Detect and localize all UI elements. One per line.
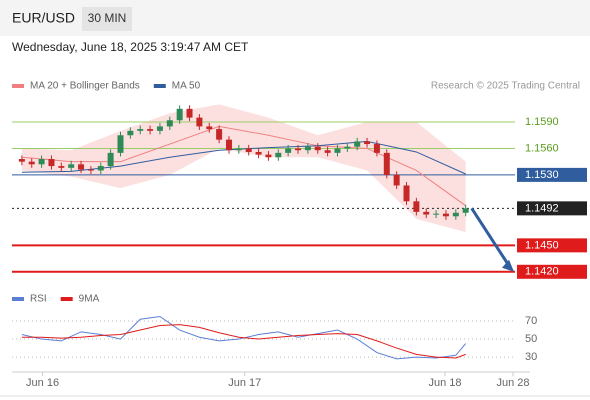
candle-body: [147, 129, 154, 131]
candle-body: [462, 208, 469, 213]
x-tick-label: Jun 28: [497, 377, 530, 389]
level-label-box: [517, 167, 587, 182]
legend-label: MA 50: [172, 81, 201, 92]
candle-body: [186, 108, 193, 118]
candle-body: [78, 164, 85, 170]
line: [21, 324, 466, 359]
x-tick-label: Jun 18: [428, 377, 461, 389]
candle-body: [28, 161, 35, 165]
level-label-box: [517, 264, 587, 279]
level-label-box: [517, 238, 587, 253]
candle-body: [225, 139, 232, 151]
candle-body: [354, 141, 361, 147]
candle-body: [314, 146, 321, 151]
candle-body: [38, 159, 45, 165]
legend-swatch: [153, 84, 166, 88]
interval: 30 MIN: [88, 11, 127, 25]
candle-body: [216, 129, 223, 140]
line: [21, 315, 467, 360]
legend-swatch: [12, 84, 24, 88]
candle-body: [403, 185, 410, 202]
candle-body: [423, 211, 430, 215]
candle-body: [97, 166, 104, 171]
timestamp: Wednesday, June 18, 2025 3:19:47 AM CET: [12, 40, 249, 54]
candle-body: [196, 117, 203, 127]
candle-body: [166, 120, 173, 127]
candle-body: [235, 148, 242, 151]
candle-body: [18, 159, 25, 162]
candle-body: [442, 213, 449, 217]
ma-line: [21, 125, 466, 207]
candle-body: [275, 152, 282, 158]
interval-badge: [82, 7, 132, 31]
candle-body: [68, 164, 75, 168]
candle-body: [245, 148, 252, 152]
source: Research © 2025 Trading Central: [431, 81, 580, 92]
legend-swatch: [12, 297, 24, 301]
candle-body: [255, 151, 262, 155]
candle-body: [87, 169, 94, 171]
candle-body: [364, 141, 371, 145]
candle-body: [344, 146, 351, 149]
level-label-box: [517, 201, 587, 216]
candle-body: [393, 174, 400, 186]
candle-body: [137, 129, 144, 131]
x-tick-label: Jun 16: [26, 377, 59, 389]
candle-body: [48, 159, 55, 167]
candle-body: [334, 148, 341, 153]
candle-body: [373, 144, 380, 153]
y-tick-label: 30: [525, 351, 537, 363]
candle-body: [107, 152, 114, 167]
forecast-arrow: [470, 207, 511, 267]
level-label: 1.1530: [525, 169, 559, 181]
candle-body: [324, 150, 331, 153]
level-label: 1.1560: [525, 142, 559, 154]
bollinger-band: [21, 104, 466, 233]
level-label: 1.1590: [525, 116, 559, 128]
legend-label: RSI: [30, 294, 47, 305]
candle-body: [156, 126, 163, 131]
candle-body: [265, 154, 272, 158]
level-label: 1.1492: [525, 202, 559, 214]
candle-body: [127, 130, 134, 136]
level-label: 1.1420: [525, 266, 559, 278]
candle-body: [295, 148, 302, 151]
candle-body: [433, 213, 440, 215]
level-label: 1.1450: [525, 239, 559, 251]
candle-body: [117, 135, 124, 153]
y-tick-label: 70: [525, 315, 537, 327]
candle-body: [285, 148, 292, 153]
x-tick-label: Jun 17: [228, 377, 261, 389]
forecast-arrowhead: [502, 259, 514, 272]
candle-body: [58, 166, 65, 168]
y-tick-label: 50: [525, 333, 537, 345]
legend-label: MA 20 + Bollinger Bands: [30, 81, 140, 92]
symbol: EUR/USD: [12, 10, 75, 26]
candle-body: [176, 108, 183, 121]
candle-body: [413, 201, 420, 212]
candle-body: [452, 212, 459, 217]
candle-body: [206, 126, 213, 130]
legend-label: 9MA: [79, 294, 100, 305]
legend-swatch: [60, 297, 73, 301]
ma-line: [21, 140, 466, 175]
candle-body: [383, 152, 390, 175]
candle-body: [304, 146, 311, 151]
